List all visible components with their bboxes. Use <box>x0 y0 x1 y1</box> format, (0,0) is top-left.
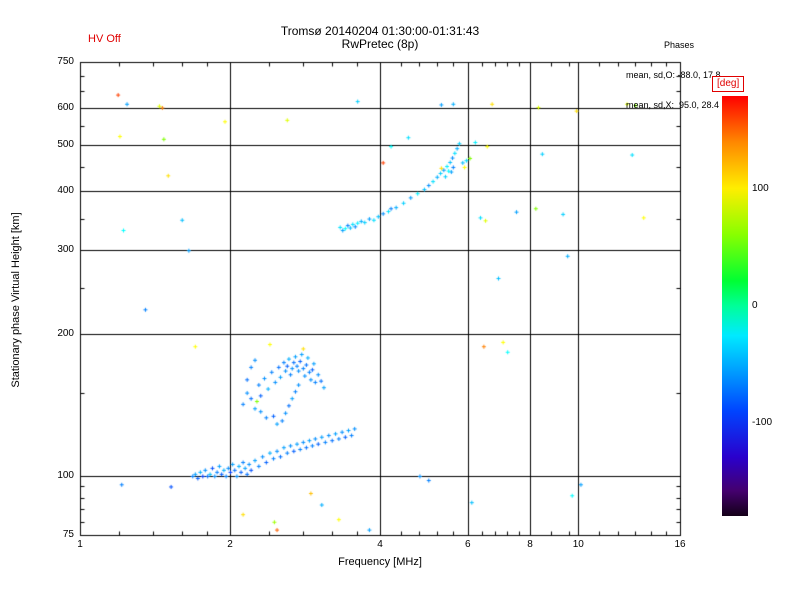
y-axis-label: Stationary phase Virtual Height [km] <box>10 212 22 388</box>
y-tick-label: 600 <box>57 101 74 113</box>
y-tick-label: 200 <box>57 327 74 339</box>
phases-heading: Phases <box>664 40 695 50</box>
y-tick-label: 75 <box>62 529 74 540</box>
x-tick-label: 8 <box>527 539 533 550</box>
y-tick-label: 100 <box>57 469 74 481</box>
y-tick-label: 500 <box>57 139 74 151</box>
phases-stats: Phases mean, sd,O: -88.0, 17.8 mean, sd,… <box>626 20 796 130</box>
colorbar-tick-label: -100 <box>752 416 773 428</box>
y-tick-label: 300 <box>57 244 74 256</box>
plot-subtitle: RwPretec (8p) <box>341 37 419 51</box>
hv-off-label: HV Off <box>88 33 121 45</box>
phases-mean-sd-o: mean, sd,O: -88.0, 17.8 <box>626 70 721 80</box>
x-tick-label: 16 <box>674 539 686 550</box>
colorbar-unit-label: [deg] <box>712 76 745 92</box>
x-tick-label: 6 <box>464 539 471 550</box>
x-tick-label: 10 <box>572 539 584 550</box>
phase-colorbar <box>722 96 748 516</box>
colorbar-tick-label: 0 <box>752 300 758 311</box>
x-tick-label: 1 <box>77 539 83 550</box>
x-tick-label: 4 <box>377 539 383 550</box>
x-axis-label: Frequency [MHz] <box>338 556 422 568</box>
y-tick-label: 400 <box>57 185 74 197</box>
colorbar-tick-label: 100 <box>752 183 769 195</box>
phases-mean-sd-x: mean, sd,X: 95.0, 28.4 <box>626 100 720 110</box>
x-tick-label: 2 <box>227 539 233 550</box>
plot-title: Tromsø 20140204 01:30:00-01:31:43 <box>280 24 480 38</box>
y-tick-label: 750 <box>57 56 74 67</box>
